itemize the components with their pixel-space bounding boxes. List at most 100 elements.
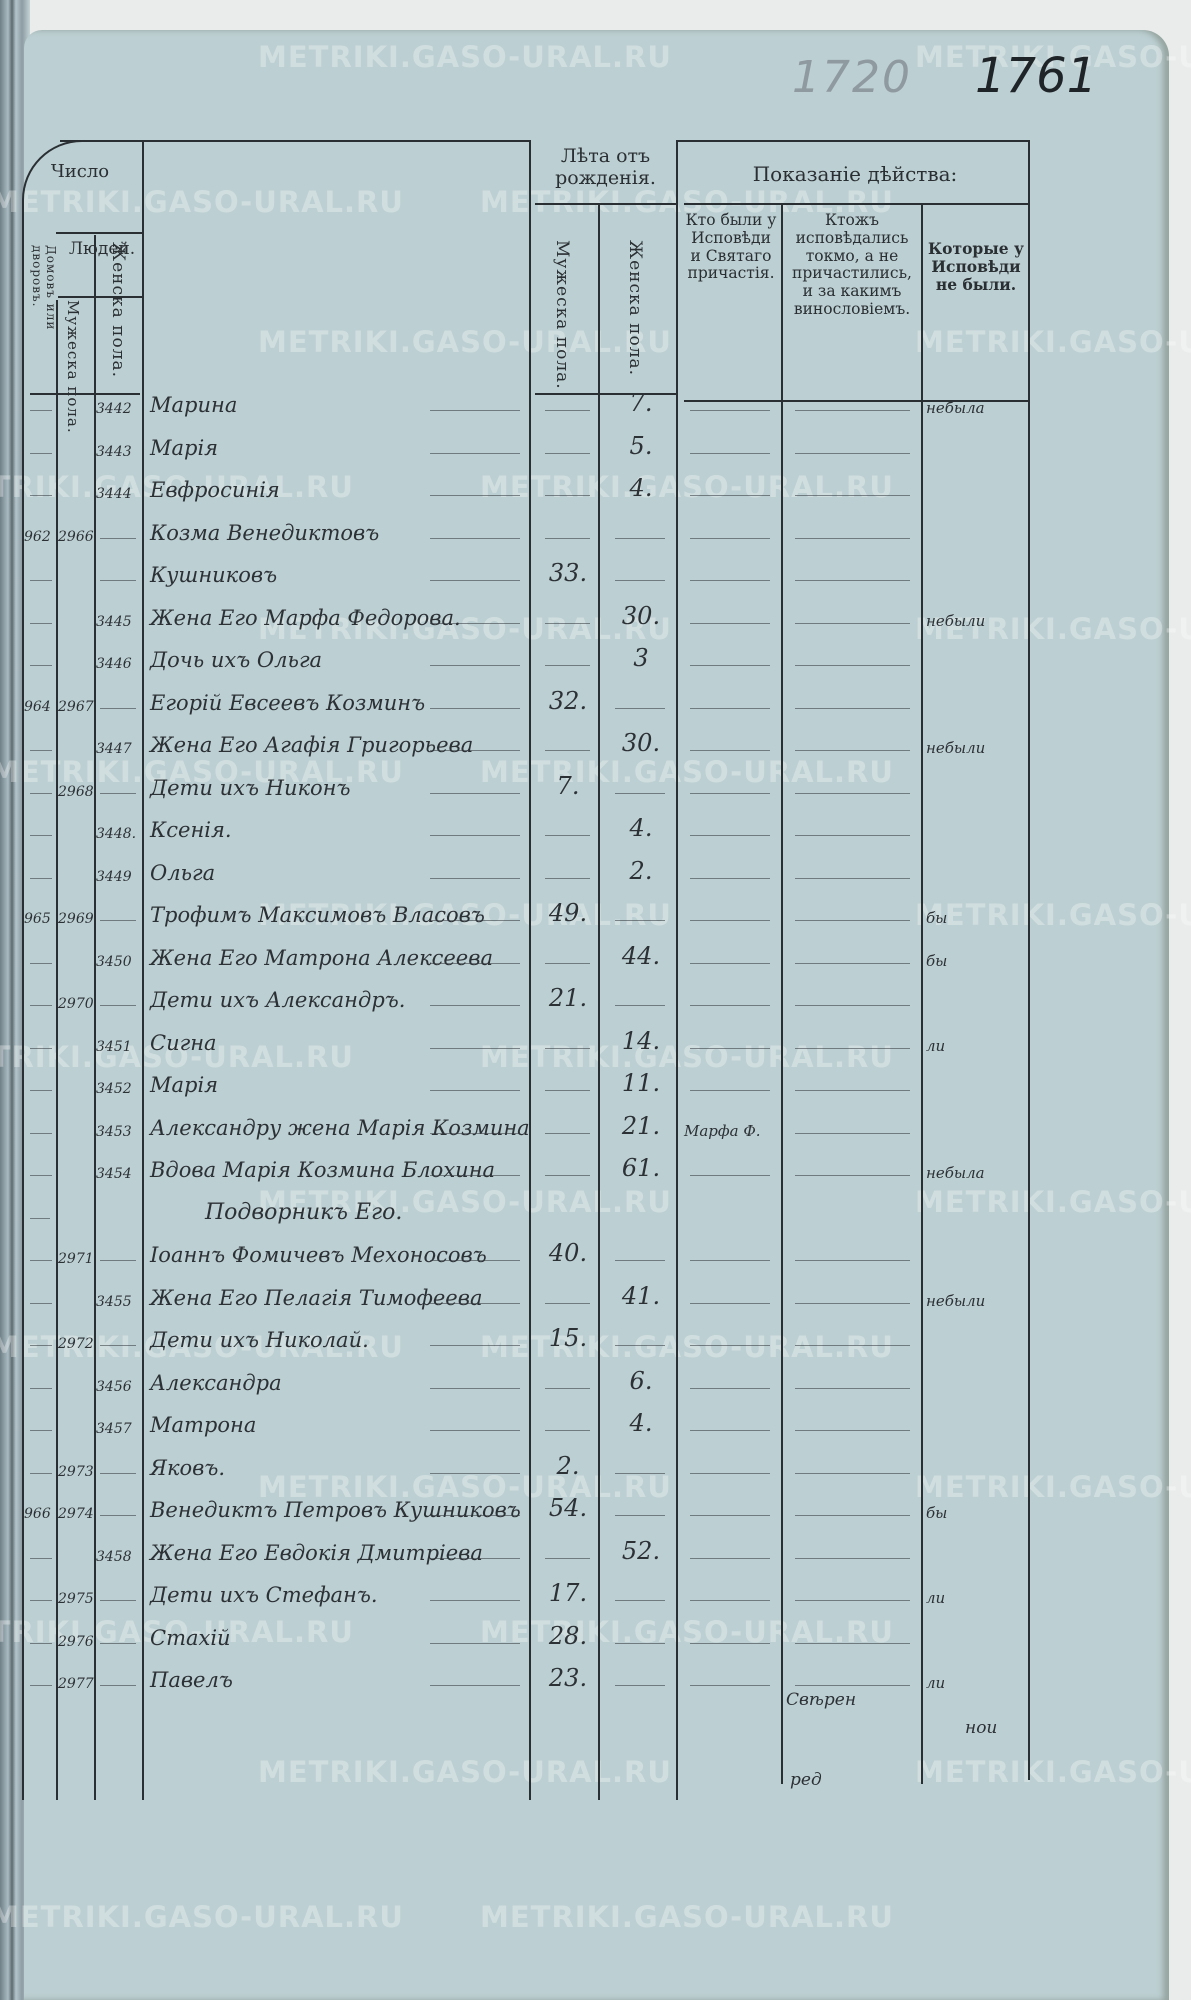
male-number: 2966 xyxy=(58,528,94,545)
person-name: Александру жена Марія Козмина xyxy=(150,1115,530,1140)
leader-dash xyxy=(30,1345,52,1346)
female-age: 4. xyxy=(629,1409,653,1437)
leader-dash xyxy=(545,750,590,751)
leader-dash xyxy=(30,1387,52,1389)
leader-dash xyxy=(795,622,910,624)
leader-dash xyxy=(545,1047,590,1049)
leader-dash xyxy=(430,1345,520,1346)
male-age: 15. xyxy=(548,1324,588,1352)
leader-dash xyxy=(430,1047,520,1049)
leader-dash xyxy=(690,1685,770,1686)
female-number: 3457 xyxy=(96,1421,132,1437)
leader-dash xyxy=(690,1175,770,1176)
male-number: 2974 xyxy=(58,1506,94,1522)
register-row: 3450 Жена Его Матрона Алексеева 44. бы xyxy=(0,936,1191,976)
leader-dash xyxy=(430,750,520,751)
leader-dash xyxy=(430,1387,520,1389)
absent-note: бы xyxy=(926,909,948,927)
leader-dash xyxy=(615,707,665,709)
leader-dash xyxy=(430,580,520,581)
person-name: Подворникъ Его. xyxy=(205,1199,403,1225)
female-age: 6. xyxy=(629,1366,653,1395)
register-row: 965 2969 Трофимъ Максимовъ Власовъ 49. бы xyxy=(0,893,1191,933)
leader-dash xyxy=(430,537,520,539)
footer-col3-note: нои xyxy=(965,1718,998,1738)
leader-dash xyxy=(30,1175,52,1176)
leader-dash xyxy=(545,835,590,836)
absent-note: ли xyxy=(926,1036,946,1055)
leader-dash xyxy=(430,1515,520,1516)
leader-dash xyxy=(30,1090,52,1091)
leader-dash xyxy=(30,410,52,411)
leader-dash xyxy=(100,792,136,794)
leader-dash xyxy=(100,707,136,709)
watermark-text: METRIKI.GASO-URAL.RU xyxy=(915,325,1191,359)
watermark-text: METRIKI.GASO-URAL.RU xyxy=(258,1470,672,1504)
leader-dash xyxy=(795,1302,910,1304)
register-row: 2968 Дети ихъ Никонъ 7. xyxy=(0,766,1191,806)
leader-dash xyxy=(30,1005,52,1006)
leader-dash xyxy=(30,580,52,581)
leader-dash xyxy=(795,537,910,539)
leader-dash xyxy=(795,792,910,794)
leader-dash xyxy=(545,1175,590,1176)
leader-dash xyxy=(795,835,910,836)
leader-dash xyxy=(30,1430,52,1431)
leader-dash xyxy=(430,962,520,964)
person-name: Марія xyxy=(150,435,219,460)
leader-dash xyxy=(795,1005,910,1006)
leader-dash xyxy=(430,1557,520,1559)
male-age: 21. xyxy=(548,984,588,1012)
leader-dash xyxy=(430,1600,520,1601)
register-row: Кушниковъ 33. xyxy=(0,553,1191,593)
leader-dash xyxy=(690,920,770,921)
female-number: 3448. xyxy=(96,826,137,842)
leader-dash xyxy=(795,877,910,879)
female-number: 3451 xyxy=(96,1038,132,1055)
absent-note: ли xyxy=(926,1589,946,1607)
watermark-text: METRIKI.GASO-URAL.RU xyxy=(258,325,672,359)
leader-dash xyxy=(690,1600,770,1601)
female-number: 3445 xyxy=(96,613,132,630)
leader-dash xyxy=(30,1600,52,1601)
leader-dash xyxy=(545,537,590,539)
female-number: 3453 xyxy=(96,1123,132,1140)
female-number: 3452 xyxy=(96,1081,132,1097)
register-row: 2970 Дети ихъ Александръ. 21. xyxy=(0,978,1191,1018)
absent-note: бы xyxy=(926,1504,948,1522)
confessed-communed-note: Марфа Ф. xyxy=(684,1121,761,1140)
male-number: 2977 xyxy=(58,1676,94,1692)
leader-dash xyxy=(690,1345,770,1346)
person-name: Сигна xyxy=(150,1030,217,1055)
leader-dash xyxy=(615,1642,665,1644)
leader-dash xyxy=(690,792,770,794)
male-age: 17. xyxy=(548,1579,588,1607)
person-name: Іоаннъ Фомичевъ Мехоносовъ xyxy=(150,1243,487,1267)
leader-dash xyxy=(430,1132,520,1134)
leader-dash xyxy=(795,665,910,666)
leader-dash xyxy=(430,877,520,879)
female-age: 4. xyxy=(629,814,653,842)
person-name: Егорій Евсеевъ Козминъ xyxy=(150,690,426,715)
leader-dash xyxy=(615,580,665,581)
leader-dash xyxy=(690,1302,770,1304)
watermark-text: METRIKI.GASO-URAL.RU xyxy=(915,1185,1191,1219)
leader-dash xyxy=(690,580,770,581)
watermark-text: METRIKI.GASO-URAL.RU xyxy=(0,1040,354,1074)
header-confessed-communed: Кто были у Исповѣди и Святаго причастія. xyxy=(685,211,777,283)
leader-dash xyxy=(430,410,520,411)
person-name: Евфросинія xyxy=(150,478,280,502)
person-name: Дети ихъ Александръ. xyxy=(150,988,406,1012)
register-row: 3447 Жена Его Агафія Григорьева 30. небыли xyxy=(0,723,1191,763)
watermark-text: METRIKI.GASO-URAL.RU xyxy=(915,1755,1191,1789)
leader-dash xyxy=(690,835,770,836)
male-age: 7. xyxy=(556,771,580,800)
leader-dash xyxy=(100,1642,136,1644)
absent-note: небыли xyxy=(926,611,986,630)
watermark-text: METRIKI.GASO-URAL.RU xyxy=(258,1185,672,1219)
person-name: Дети ихъ Никонъ xyxy=(150,775,351,800)
leader-dash xyxy=(430,1175,520,1176)
register-row: 3453 Александру жена Марія Козмина 21. Марф… xyxy=(0,1106,1191,1146)
female-age: 44. xyxy=(621,941,661,970)
leader-dash xyxy=(430,1642,520,1644)
